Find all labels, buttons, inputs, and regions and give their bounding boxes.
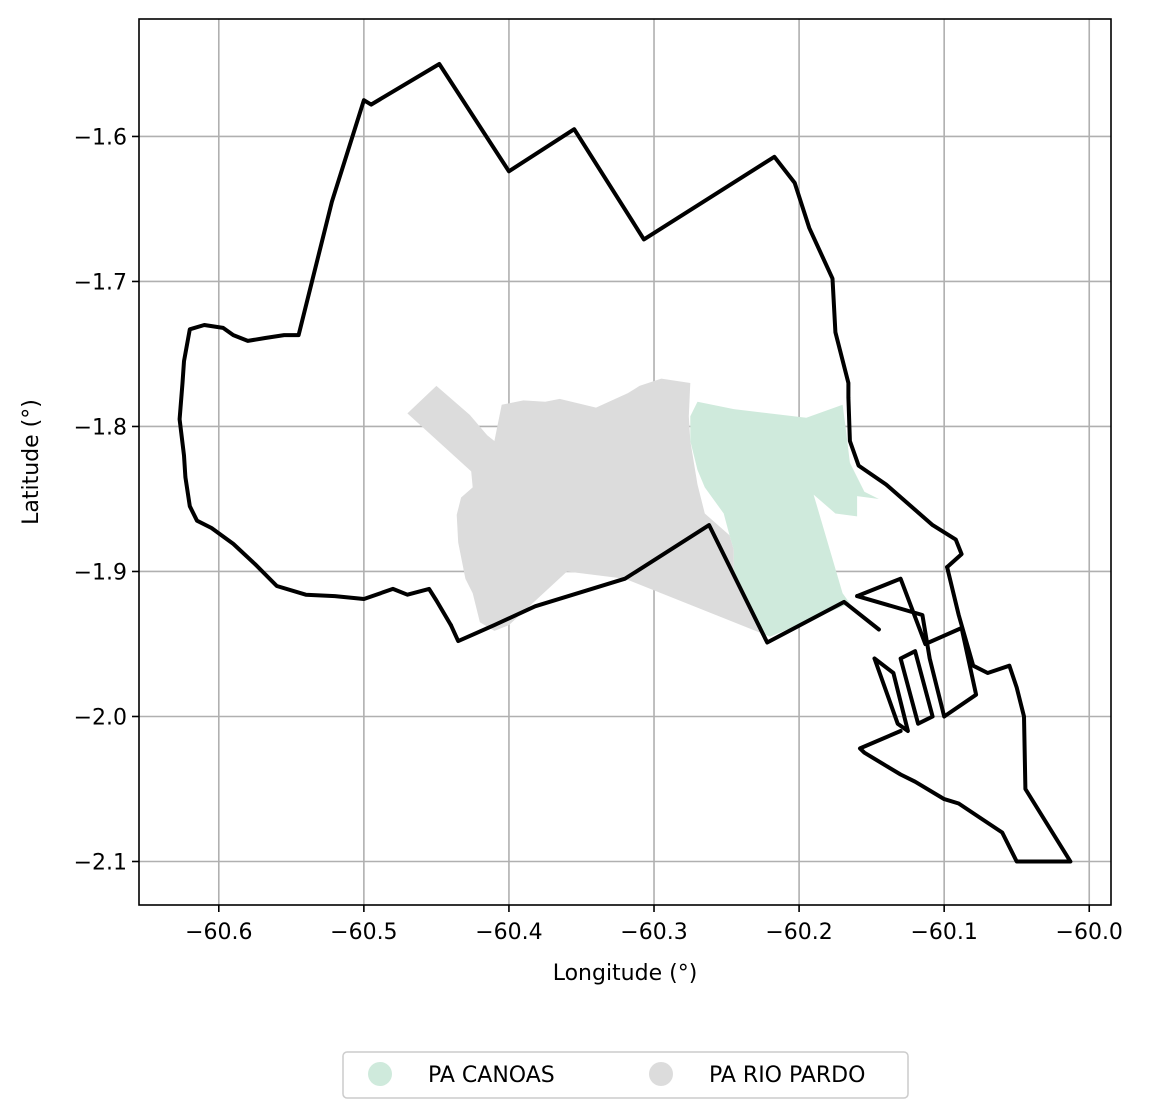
x-axis-label: Longitude (°) [553, 961, 698, 986]
legend-marker-pa-canoas [368, 1062, 392, 1086]
y-tick-label: −2.1 [74, 850, 127, 875]
x-tick-label: −60.4 [475, 920, 542, 945]
boundary-lower-tail [858, 565, 1073, 864]
x-tick-label: −60.0 [1056, 920, 1123, 945]
legend-label-pa-rio-pardo: PA RIO PARDO [709, 1063, 865, 1088]
x-tick-label: −60.5 [330, 920, 397, 945]
y-tick-label: −1.8 [74, 415, 127, 440]
boundary-lines [177, 62, 1073, 864]
y-axis-ticks: −1.6 −1.7 −1.8 −1.9 −2.0 −2.1 [74, 125, 139, 875]
y-tick-label: −2.0 [74, 705, 127, 730]
boundary-strip-3 [898, 649, 935, 726]
y-tick-label: −1.9 [74, 560, 127, 585]
boundary-outer-boundary [177, 62, 964, 628]
boundary-strip-2 [872, 656, 910, 733]
legend-label-pa-canoas: PA CANOAS [428, 1063, 555, 1088]
legend-frame [342, 1051, 909, 1099]
legend: PA CANOAS PA RIO PARDO [342, 1051, 909, 1099]
y-tick-label: −1.7 [74, 270, 127, 295]
x-tick-label: −60.1 [910, 920, 977, 945]
x-tick-label: −60.3 [620, 920, 687, 945]
x-axis-ticks: −60.6 −60.5 −60.4 −60.3 −60.2 −60.1 −60.0 [185, 905, 1123, 945]
plot-frame [138, 18, 1112, 906]
legend-marker-pa-rio-pardo [649, 1062, 673, 1086]
boundary-strip-1 [855, 576, 979, 719]
x-tick-label: −60.2 [765, 920, 832, 945]
y-tick-label: −1.6 [74, 125, 127, 150]
boundary-southwest-edge [448, 523, 881, 645]
region-pa-rio-pardo [407, 378, 763, 634]
x-tick-label: −60.6 [185, 920, 252, 945]
y-axis-label: Latitude (°) [19, 399, 44, 525]
